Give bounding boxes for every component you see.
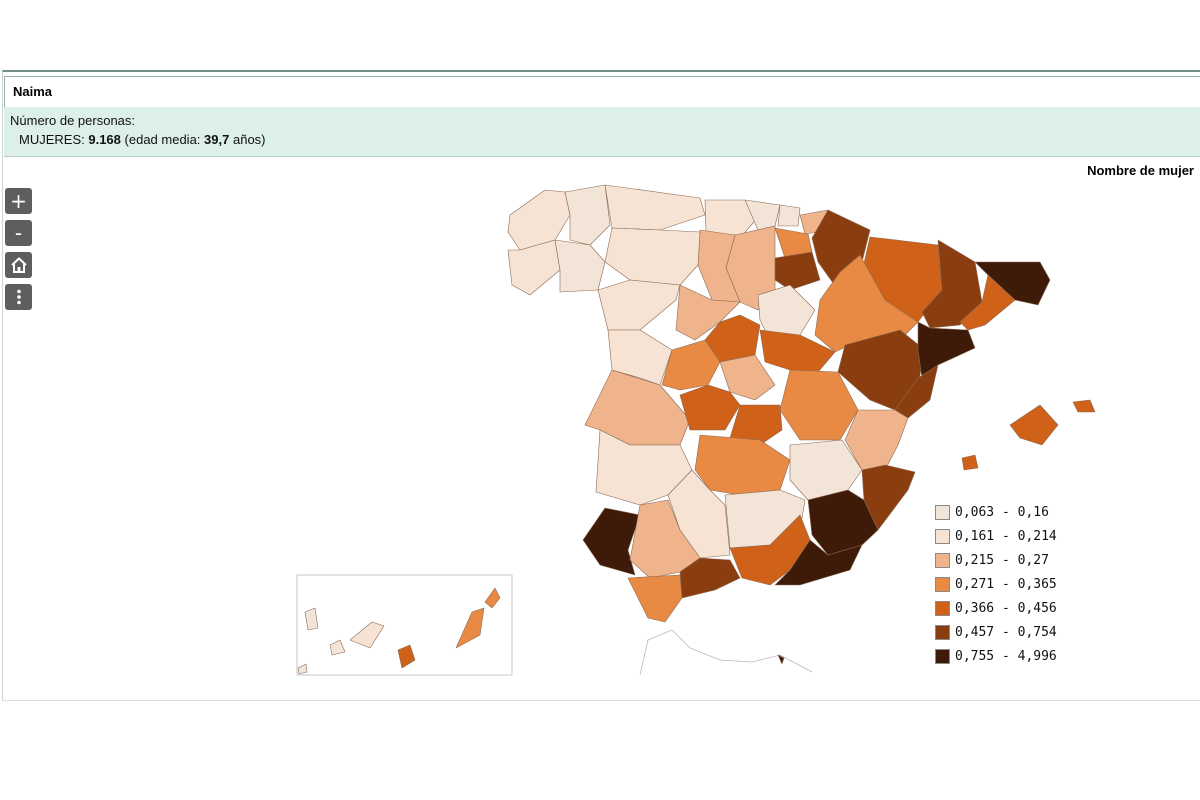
legend-swatch <box>935 648 950 664</box>
province[interactable] <box>844 409 909 471</box>
legend-label: 0,271 - 0,365 <box>955 576 1057 592</box>
province[interactable] <box>771 251 821 291</box>
legend-item: 0,457 - 0,754 <box>935 620 1057 644</box>
map-title: Nombre de mujer <box>1087 163 1194 178</box>
province[interactable] <box>777 204 801 227</box>
legend-swatch <box>935 528 950 544</box>
province[interactable] <box>297 663 308 675</box>
province[interactable] <box>961 454 979 471</box>
province[interactable] <box>582 507 641 576</box>
province[interactable] <box>921 239 983 329</box>
province[interactable] <box>779 369 859 441</box>
province[interactable] <box>807 489 879 556</box>
province[interactable] <box>729 404 783 446</box>
women-count: 9.168 <box>88 132 121 147</box>
legend-swatch <box>935 624 950 640</box>
women-label: MUJERES: <box>19 132 85 147</box>
province[interactable] <box>397 644 416 669</box>
zoom-out-button[interactable]: - <box>5 220 32 246</box>
province[interactable] <box>329 639 346 656</box>
name-title: Naima <box>13 84 53 99</box>
province[interactable] <box>917 321 976 379</box>
minus-icon: - <box>14 221 23 245</box>
province[interactable] <box>554 239 606 293</box>
persons-label: Número de personas: <box>10 113 136 128</box>
legend-swatch <box>935 600 950 616</box>
province[interactable] <box>1072 399 1096 413</box>
legend-item: 0,063 - 0,16 <box>935 500 1057 524</box>
age-value: 39,7 <box>204 132 230 147</box>
age-suffix: años) <box>232 132 266 147</box>
province[interactable] <box>597 279 681 331</box>
legend-swatch <box>935 576 950 592</box>
legend-label: 0,215 - 0,27 <box>955 552 1049 568</box>
province[interactable] <box>774 539 863 586</box>
women-stats: MUJERES: 9.168 (edad media: 39,7 años) <box>19 132 266 147</box>
more-vertical-icon <box>16 289 21 305</box>
province[interactable] <box>507 189 571 251</box>
province[interactable] <box>694 434 791 496</box>
plus-icon: + <box>10 189 27 213</box>
province[interactable] <box>627 574 683 623</box>
province[interactable] <box>507 239 561 296</box>
legend-item: 0,366 - 0,456 <box>935 596 1057 620</box>
province[interactable] <box>349 621 385 649</box>
legend-swatch <box>935 504 950 520</box>
province[interactable] <box>304 607 319 631</box>
legend-item: 0,755 - 4,996 <box>935 644 1057 668</box>
legend-swatch <box>935 552 950 568</box>
legend-label: 0,161 - 0,214 <box>955 528 1057 544</box>
home-button[interactable] <box>5 252 32 278</box>
age-prefix: (edad media: <box>124 132 201 147</box>
province[interactable] <box>1009 404 1059 446</box>
home-icon <box>10 257 27 273</box>
province[interactable] <box>894 364 939 419</box>
info-panel: Número de personas: MUJERES: 9.168 (edad… <box>4 107 1200 157</box>
province[interactable] <box>777 654 785 665</box>
province[interactable] <box>704 199 761 239</box>
province[interactable] <box>604 227 701 286</box>
province[interactable] <box>484 587 501 609</box>
province[interactable] <box>679 557 741 599</box>
map-legend: 0,063 - 0,16 0,161 - 0,214 0,215 - 0,27 … <box>935 500 1057 668</box>
legend-label: 0,457 - 0,754 <box>955 624 1057 640</box>
legend-item: 0,271 - 0,365 <box>935 572 1057 596</box>
province[interactable] <box>604 184 706 231</box>
legend-label: 0,366 - 0,456 <box>955 600 1057 616</box>
province[interactable] <box>564 184 611 246</box>
menu-button[interactable] <box>5 284 32 310</box>
province[interactable] <box>455 607 485 649</box>
zoom-in-button[interactable]: + <box>5 188 32 214</box>
map-panel <box>2 70 1200 701</box>
legend-item: 0,161 - 0,214 <box>935 524 1057 548</box>
legend-label: 0,063 - 0,16 <box>955 504 1049 520</box>
legend-item: 0,215 - 0,27 <box>935 548 1057 572</box>
legend-label: 0,755 - 4,996 <box>955 648 1057 664</box>
province[interactable] <box>719 354 776 401</box>
